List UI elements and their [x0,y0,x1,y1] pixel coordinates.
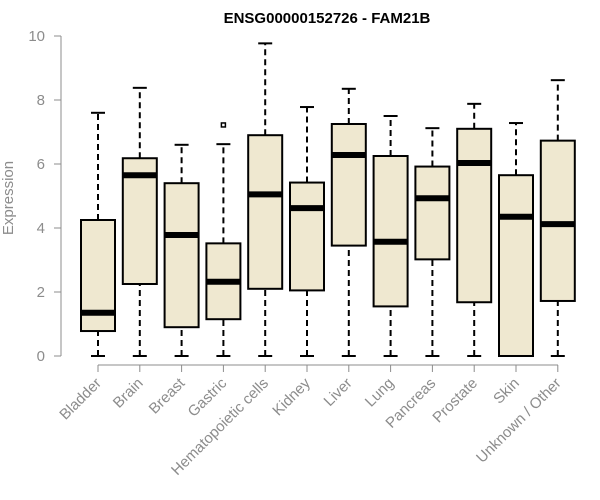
box-group [80,111,116,357]
x-tick-label: Skin [490,375,523,408]
iqr-box [456,127,493,304]
iqr-box [121,157,158,286]
y-axis-label: Expression [0,161,17,235]
x-tick-label: Brain [110,375,147,412]
y-ticks: 0 2 4 6 8 10 [28,28,61,365]
iqr-box [498,174,534,357]
box-group [289,106,325,357]
y-tick-label: 8 [37,92,45,109]
box-group [498,122,534,357]
y-tick-label: 0 [37,348,45,365]
box-group [414,127,451,357]
box-group [330,87,367,357]
box-group [205,122,242,357]
box-group [121,86,158,357]
boxes [80,42,576,357]
iqr-box [539,139,576,302]
x-tick-label: Liver [321,375,356,410]
box-group [539,79,576,357]
iqr-box [372,155,409,308]
y-tick-label: 6 [37,156,45,173]
x-tick-label: Prostate [429,375,481,427]
y-tick-label: 4 [37,220,45,237]
box-group [247,42,284,357]
x-tick-label: Bladder [56,375,105,424]
box-group [456,102,493,357]
iqr-box [163,182,200,329]
box-group [163,143,200,357]
x-tick-label: Kidney [269,374,314,419]
iqr-box [330,123,367,247]
chart-title: ENSG00000152726 - FAM21B [224,10,431,27]
iqr-box [247,134,284,290]
iqr-box [289,181,325,292]
iqr-box [414,165,451,261]
y-tick-label: 2 [37,284,45,301]
y-tick-label: 10 [28,28,45,45]
outlier-point [220,122,227,128]
x-tick-label: Breast [146,374,189,417]
x-tick-label: Lung [362,375,398,411]
box-group [372,115,409,357]
